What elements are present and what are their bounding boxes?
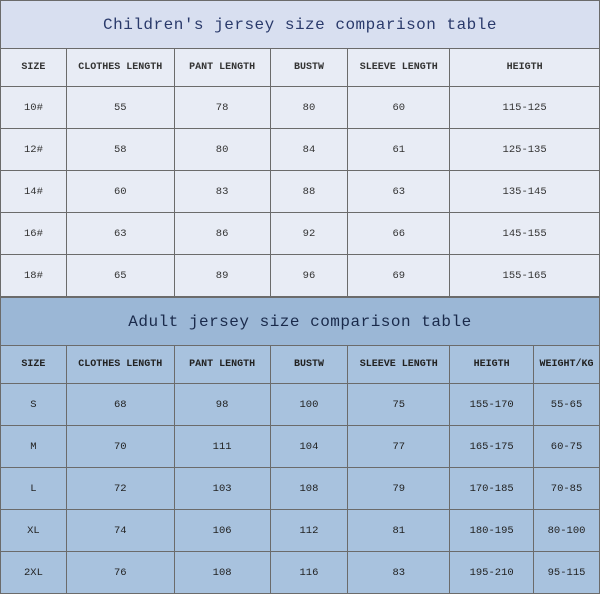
cell: 106 bbox=[174, 510, 270, 552]
children-col-sleeve: SLEEVE LENGTH bbox=[348, 49, 450, 87]
cell: XL bbox=[1, 510, 67, 552]
children-header-row: SIZE CLOTHES LENGTH PANT LENGTH BUSTW SL… bbox=[1, 49, 600, 87]
cell: 61 bbox=[348, 129, 450, 171]
cell: 155-170 bbox=[450, 384, 534, 426]
table-row: 2XL 76 108 116 83 195-210 95-115 bbox=[1, 552, 600, 594]
cell: 16# bbox=[1, 213, 67, 255]
children-title-row: Children's jersey size comparison table bbox=[1, 1, 600, 49]
cell: 145-155 bbox=[450, 213, 600, 255]
cell: 103 bbox=[174, 468, 270, 510]
cell: 60 bbox=[348, 87, 450, 129]
cell: 108 bbox=[270, 468, 348, 510]
cell: 63 bbox=[348, 171, 450, 213]
cell: 80 bbox=[174, 129, 270, 171]
adult-col-weight: WEIGHT/KG bbox=[534, 346, 600, 384]
adult-title-row: Adult jersey size comparison table bbox=[1, 298, 600, 346]
cell: 195-210 bbox=[450, 552, 534, 594]
table-row: 18# 65 89 96 69 155-165 bbox=[1, 255, 600, 297]
cell: 98 bbox=[174, 384, 270, 426]
cell: 80-100 bbox=[534, 510, 600, 552]
table-row: XL 74 106 112 81 180-195 80-100 bbox=[1, 510, 600, 552]
cell: 88 bbox=[270, 171, 348, 213]
table-row: L 72 103 108 79 170-185 70-85 bbox=[1, 468, 600, 510]
adult-table-title: Adult jersey size comparison table bbox=[1, 298, 600, 346]
adult-col-size: SIZE bbox=[1, 346, 67, 384]
cell: 116 bbox=[270, 552, 348, 594]
cell: 12# bbox=[1, 129, 67, 171]
children-col-cloth: CLOTHES LENGTH bbox=[66, 49, 174, 87]
children-table-title: Children's jersey size comparison table bbox=[1, 1, 600, 49]
cell: 2XL bbox=[1, 552, 67, 594]
cell: 96 bbox=[270, 255, 348, 297]
cell: 74 bbox=[66, 510, 174, 552]
children-col-size: SIZE bbox=[1, 49, 67, 87]
table-row: 14# 60 83 88 63 135-145 bbox=[1, 171, 600, 213]
cell: 70-85 bbox=[534, 468, 600, 510]
cell: 76 bbox=[66, 552, 174, 594]
cell: 115-125 bbox=[450, 87, 600, 129]
adult-size-table: Adult jersey size comparison table SIZE … bbox=[0, 297, 600, 594]
cell: 111 bbox=[174, 426, 270, 468]
cell: 75 bbox=[348, 384, 450, 426]
children-col-pant: PANT LENGTH bbox=[174, 49, 270, 87]
cell: 100 bbox=[270, 384, 348, 426]
cell: M bbox=[1, 426, 67, 468]
cell: 60-75 bbox=[534, 426, 600, 468]
cell: 180-195 bbox=[450, 510, 534, 552]
cell: 68 bbox=[66, 384, 174, 426]
cell: 79 bbox=[348, 468, 450, 510]
cell: 104 bbox=[270, 426, 348, 468]
cell: 66 bbox=[348, 213, 450, 255]
cell: 84 bbox=[270, 129, 348, 171]
cell: 108 bbox=[174, 552, 270, 594]
cell: 10# bbox=[1, 87, 67, 129]
adult-col-bust: BUSTW bbox=[270, 346, 348, 384]
cell: 89 bbox=[174, 255, 270, 297]
cell: 60 bbox=[66, 171, 174, 213]
adult-col-pant: PANT LENGTH bbox=[174, 346, 270, 384]
cell: 70 bbox=[66, 426, 174, 468]
cell: 83 bbox=[348, 552, 450, 594]
cell: 83 bbox=[174, 171, 270, 213]
table-row: S 68 98 100 75 155-170 55-65 bbox=[1, 384, 600, 426]
children-col-bust: BUSTW bbox=[270, 49, 348, 87]
cell: 81 bbox=[348, 510, 450, 552]
cell: 14# bbox=[1, 171, 67, 213]
cell: 170-185 bbox=[450, 468, 534, 510]
children-col-height: HEIGTH bbox=[450, 49, 600, 87]
cell: 55 bbox=[66, 87, 174, 129]
cell: 155-165 bbox=[450, 255, 600, 297]
adult-col-cloth: CLOTHES LENGTH bbox=[66, 346, 174, 384]
table-row: 12# 58 80 84 61 125-135 bbox=[1, 129, 600, 171]
cell: 125-135 bbox=[450, 129, 600, 171]
cell: 55-65 bbox=[534, 384, 600, 426]
cell: 92 bbox=[270, 213, 348, 255]
table-row: 10# 55 78 80 60 115-125 bbox=[1, 87, 600, 129]
cell: 135-145 bbox=[450, 171, 600, 213]
cell: 95-115 bbox=[534, 552, 600, 594]
cell: 65 bbox=[66, 255, 174, 297]
size-chart-container: Children's jersey size comparison table … bbox=[0, 0, 600, 600]
cell: 58 bbox=[66, 129, 174, 171]
cell: 18# bbox=[1, 255, 67, 297]
cell: 80 bbox=[270, 87, 348, 129]
cell: 63 bbox=[66, 213, 174, 255]
adult-header-row: SIZE CLOTHES LENGTH PANT LENGTH BUSTW SL… bbox=[1, 346, 600, 384]
cell: S bbox=[1, 384, 67, 426]
cell: 69 bbox=[348, 255, 450, 297]
adult-col-sleeve: SLEEVE LENGTH bbox=[348, 346, 450, 384]
table-row: M 70 111 104 77 165-175 60-75 bbox=[1, 426, 600, 468]
cell: 72 bbox=[66, 468, 174, 510]
children-size-table: Children's jersey size comparison table … bbox=[0, 0, 600, 297]
cell: 112 bbox=[270, 510, 348, 552]
cell: 165-175 bbox=[450, 426, 534, 468]
cell: 78 bbox=[174, 87, 270, 129]
adult-col-height: HEIGTH bbox=[450, 346, 534, 384]
cell: L bbox=[1, 468, 67, 510]
cell: 77 bbox=[348, 426, 450, 468]
cell: 86 bbox=[174, 213, 270, 255]
table-row: 16# 63 86 92 66 145-155 bbox=[1, 213, 600, 255]
